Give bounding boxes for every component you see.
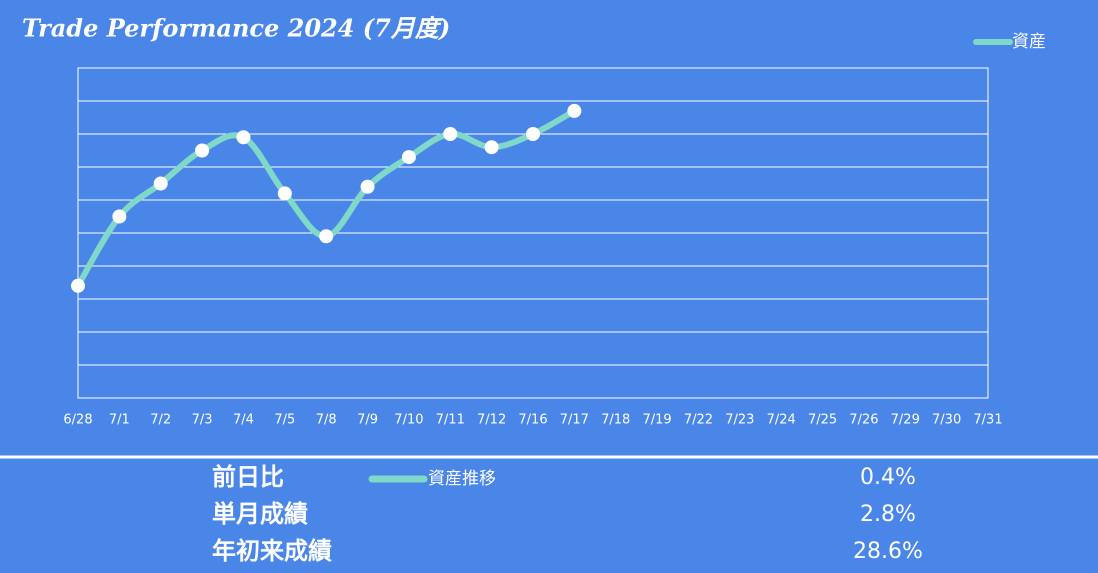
data-point [567,103,582,118]
legend-label: 資産 [1012,32,1046,52]
x-tick-label: 7/31 [973,413,1002,428]
x-tick-label: 7/4 [233,413,254,428]
chart: 6/28 7/1 7/2 7/3 7/4 7/5 7/8 7/9 7/10 7/11 7/12 7/1… [63,32,1046,428]
summary-legend-label: 資産推移 [428,469,496,489]
x-tick-label: 7/8 [316,413,337,428]
x-tick-label: 7/1 [109,413,130,428]
x-tick-label: 7/18 [601,413,630,428]
stat-value: 28.6% [853,539,923,564]
data-point [526,127,540,141]
x-tick-label: 7/11 [436,413,465,428]
x-tick-label: 7/2 [150,413,171,428]
stat-value: 2.8% [860,502,916,527]
x-tick-label: 7/3 [192,413,213,428]
x-tick-label: 7/5 [274,413,295,428]
data-point [277,186,292,201]
x-tick-label: 7/29 [891,413,920,428]
data-point [112,209,127,224]
x-tick-label: 7/24 [767,413,796,428]
data-point [71,278,85,293]
data-point [153,176,168,191]
data-point [360,179,375,194]
chart-title: Trade Performance 2024 (7月度) [22,14,450,43]
stat-label: 前日比 [212,463,284,491]
x-tick-label: 7/17 [560,413,589,428]
x-tick-label: 7/9 [357,413,378,428]
stat-value: 0.4% [860,465,916,490]
x-tick-label: 7/19 [642,413,671,428]
x-tick-label: 7/25 [808,413,837,428]
data-point [236,130,251,145]
stat-label: 単月成績 [212,500,308,528]
x-tick-label: 7/10 [394,413,423,428]
data-point [484,140,499,155]
x-tick-label: 7/16 [518,413,547,428]
data-point [443,127,458,141]
data-point [401,150,416,165]
x-tick-label: 7/23 [725,413,754,428]
x-tick-label: 6/28 [63,413,92,428]
x-tick-label: 7/30 [932,413,961,428]
summary: 資産推移 前日比 0.4% 単月成績 2.8% 年初来成績 28.6% [212,463,923,565]
x-tick-label: 7/22 [684,413,713,428]
stat-label: 年初来成績 [212,537,332,565]
data-point [319,229,334,244]
x-tick-label: 7/12 [477,413,506,428]
data-point [195,143,210,158]
x-tick-label: 7/26 [849,413,878,428]
